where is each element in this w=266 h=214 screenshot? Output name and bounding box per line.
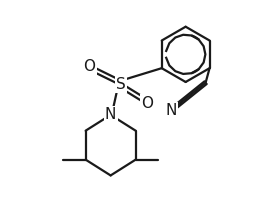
Text: O: O xyxy=(142,96,153,111)
Text: O: O xyxy=(84,59,95,74)
Text: N: N xyxy=(105,107,116,122)
Text: S: S xyxy=(116,77,126,92)
Text: N: N xyxy=(165,103,177,118)
